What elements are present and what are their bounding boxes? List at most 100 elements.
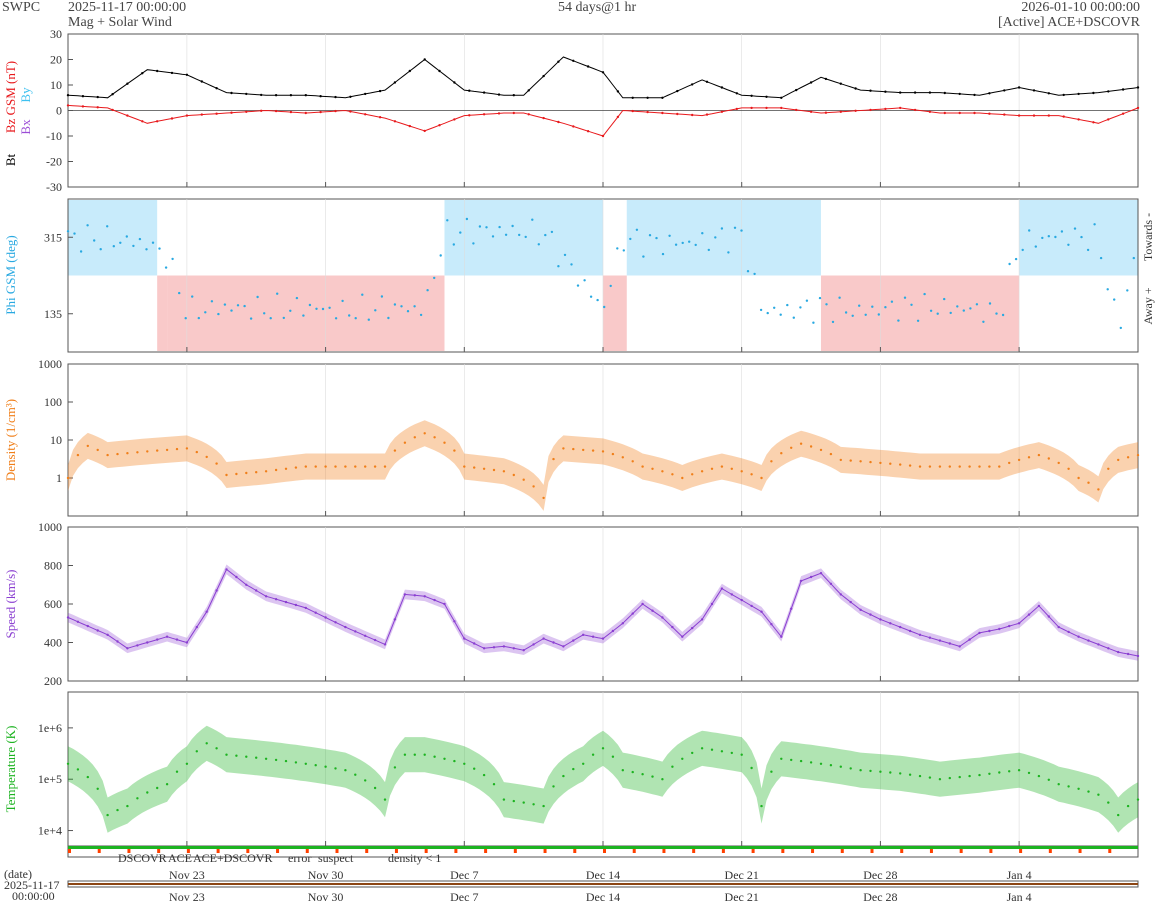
speed-point <box>235 575 238 579</box>
temperature-point <box>591 753 595 756</box>
density-point <box>264 470 268 473</box>
temperature-point <box>433 755 436 758</box>
temperature-point <box>770 770 773 773</box>
speed-point <box>899 625 902 629</box>
density-point <box>621 456 624 459</box>
phi-point <box>413 305 416 308</box>
bz-point <box>230 111 233 114</box>
density-point <box>799 442 803 445</box>
phi-point <box>393 303 397 306</box>
temperature-point <box>225 753 228 756</box>
phi-point <box>550 230 554 234</box>
phi-point <box>138 237 142 241</box>
phi-point <box>674 243 678 246</box>
speed-point <box>918 633 922 636</box>
phi-point <box>688 240 691 243</box>
phi-point <box>655 236 658 240</box>
density-label: Density (1/cm³) <box>3 399 18 481</box>
bz-point <box>170 117 174 120</box>
temperature-point <box>1017 769 1021 772</box>
speed-point <box>978 631 981 635</box>
temperature-point <box>146 791 149 794</box>
phi-point <box>184 317 187 320</box>
temperature-point <box>522 801 525 804</box>
temperature-point <box>334 767 337 770</box>
bt-point <box>527 89 530 92</box>
bt-point <box>899 91 902 94</box>
y-tick-label: -10 <box>46 129 62 143</box>
bt-point <box>913 91 917 94</box>
speed-point <box>641 602 644 606</box>
temperature-point <box>839 765 842 768</box>
bt-point <box>66 94 70 97</box>
speed-point <box>651 609 654 612</box>
temperature-point <box>136 797 139 800</box>
y-tick-label: 10 <box>50 433 62 447</box>
speed-point <box>413 594 416 597</box>
phi-point <box>871 305 874 308</box>
temperature-point <box>879 770 882 773</box>
temperature-point <box>512 799 515 803</box>
y-tick-label: 100 <box>44 395 62 409</box>
bt-point <box>1077 92 1080 96</box>
speed-point <box>354 630 357 633</box>
temperature-point <box>492 783 496 786</box>
density-point <box>364 465 367 468</box>
bz-point <box>750 106 753 110</box>
phi-point <box>557 265 560 268</box>
bz-point <box>691 113 694 117</box>
away-sector <box>603 275 627 351</box>
density-point <box>96 448 99 452</box>
logo: SWPC <box>2 0 41 15</box>
temperature-point <box>423 753 426 756</box>
temperature-point <box>235 754 238 757</box>
bz-point <box>1062 115 1065 118</box>
error-mark <box>424 849 428 853</box>
phi-point <box>341 299 344 303</box>
bt-point <box>245 92 248 96</box>
bz-point <box>839 110 842 114</box>
bz-point <box>512 111 515 115</box>
temperature-point <box>641 773 644 776</box>
error-mark <box>216 849 220 853</box>
density-point <box>453 449 456 452</box>
density-point <box>1136 453 1140 457</box>
speed-point <box>66 616 70 619</box>
density-point <box>205 455 208 459</box>
density-point <box>106 453 109 457</box>
density-point <box>661 470 664 473</box>
bz-point <box>631 109 634 113</box>
density-point <box>839 458 842 462</box>
phi-point <box>838 296 841 299</box>
density-point <box>76 453 80 457</box>
speed-point <box>740 598 743 602</box>
speed-point <box>294 603 298 607</box>
phi-point <box>897 319 900 322</box>
density-point <box>641 465 644 468</box>
x-tick-label: Dec 14 <box>586 868 620 882</box>
density-point <box>691 473 694 476</box>
density-point <box>591 449 595 452</box>
temperature-point <box>651 775 654 778</box>
bt-point <box>869 89 872 92</box>
x-tick-label: Nov 23 <box>169 868 205 882</box>
speed-point <box>502 645 506 648</box>
phi-point <box>79 250 83 253</box>
bt-point <box>824 77 828 81</box>
error-mark <box>900 849 904 853</box>
bz-point <box>1047 114 1051 117</box>
temperature-point <box>116 808 119 812</box>
bz-point <box>1107 118 1110 121</box>
phi-point <box>204 311 207 314</box>
temperature-point <box>324 765 327 768</box>
density-point <box>859 460 862 463</box>
phi-point <box>740 229 743 232</box>
bt-point <box>631 96 634 100</box>
x-tick-label: Nov 23 <box>169 890 205 904</box>
speed-point <box>255 589 258 592</box>
speed-point <box>928 636 932 639</box>
phi-point <box>472 242 475 245</box>
bt-point <box>661 96 664 100</box>
speed-point <box>334 621 337 624</box>
speed-point <box>136 644 139 647</box>
